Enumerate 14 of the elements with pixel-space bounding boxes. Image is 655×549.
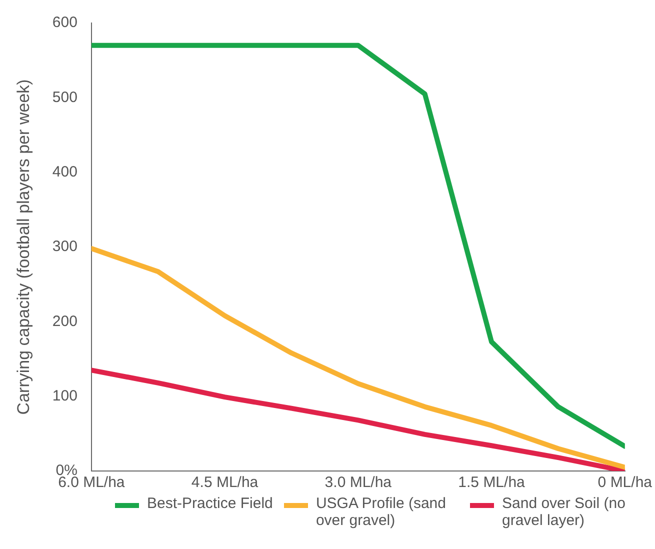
y-tick-label: 600 bbox=[52, 14, 78, 32]
y-tick-label: 300 bbox=[52, 238, 78, 256]
legend-label: USGA Profile (sand over gravel) bbox=[316, 495, 447, 529]
legend-label: Sand over Soil (no gravel layer) bbox=[502, 495, 626, 529]
y-tick-label: 200 bbox=[52, 312, 78, 330]
y-tick-label: 400 bbox=[52, 163, 78, 180]
y-axis-title: Carrying capacity (football players per week) bbox=[14, 79, 33, 415]
x-tick-label: 0 ML/ha bbox=[598, 474, 653, 492]
y-tick-label: 100 bbox=[52, 387, 78, 404]
y-tick-label: 500 bbox=[52, 88, 78, 106]
x-tick-label: 1.5 ML/ha bbox=[458, 474, 526, 492]
x-tick-label: 4.5 ML/ha bbox=[191, 474, 259, 492]
legend-label: Best-Practice Field bbox=[147, 495, 273, 512]
x-tick-label: 3.0 ML/ha bbox=[324, 474, 392, 492]
